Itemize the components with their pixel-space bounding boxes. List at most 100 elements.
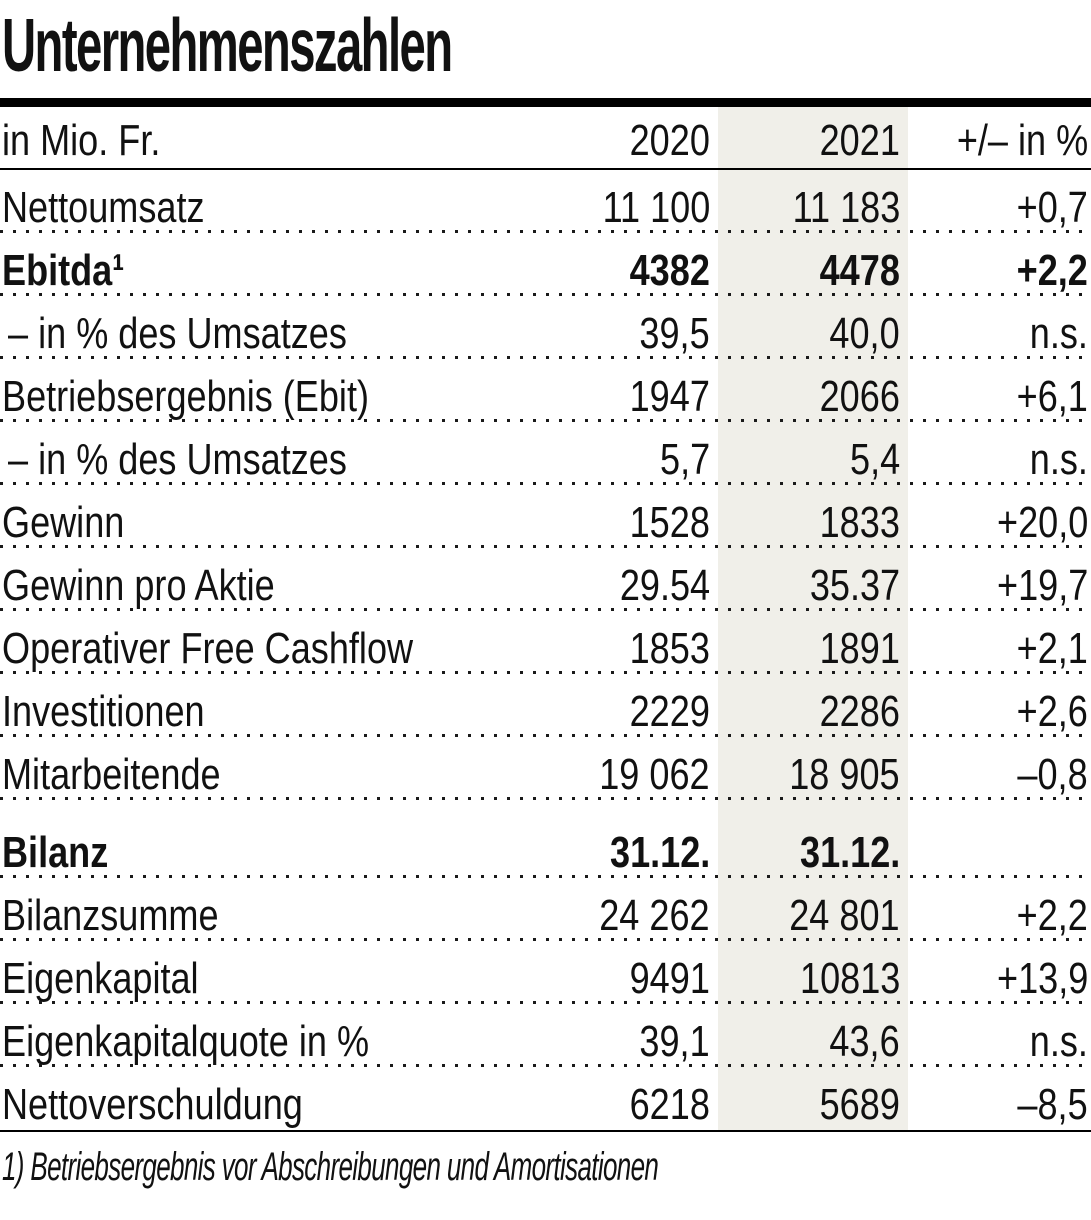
row-label-cell: Eigenkapital — [2, 955, 520, 1002]
value-change: +2,2 — [1016, 890, 1088, 940]
table-row: Operativer Free Cashflow 1853 1891 +2,1 — [0, 611, 1091, 674]
cell-2021: 24 801 — [710, 890, 900, 940]
row-label-cell: Operativer Free Cashflow — [2, 623, 520, 673]
cell-2020: 2229 — [520, 686, 710, 736]
cell-change: –8,5 — [900, 1081, 1088, 1128]
value-2020: 2229 — [629, 686, 710, 736]
row-label: – in % des Umsatzes — [8, 308, 347, 358]
top-rule — [0, 98, 1091, 107]
value-2021: 31.12. — [799, 827, 900, 877]
table-row: Eigenkapitalquote in % 39,1 43,6 n.s. — [0, 1004, 1091, 1067]
row-label: Mitarbeitende — [2, 749, 221, 799]
cell-change: +13,9 — [900, 955, 1088, 1002]
value-change: +0,7 — [1016, 182, 1088, 232]
cell-2021: 31.12. — [710, 827, 900, 877]
column-header-change: +/– in % — [900, 115, 1088, 165]
cell-change: n.s. — [900, 434, 1088, 484]
row-label-cell: Nettoumsatz — [2, 182, 520, 232]
cell-2021: 40,0 — [710, 308, 900, 358]
cell-2020: 24 262 — [520, 890, 710, 940]
cell-change: –0,8 — [900, 749, 1088, 799]
value-2020: 9491 — [629, 953, 710, 1003]
row-label-cell: Ebitda¹ — [2, 245, 520, 295]
table-row: Gewinn pro Aktie 29.54 35.37 +19,7 — [0, 548, 1091, 611]
cell-change: n.s. — [900, 1018, 1088, 1065]
row-label: Nettoumsatz — [2, 182, 205, 232]
cell-2021: 5,4 — [710, 436, 900, 483]
value-2021: 24 801 — [789, 890, 900, 940]
row-label: Ebitda¹ — [2, 245, 125, 295]
highlight-band-2021 — [718, 107, 908, 1130]
table-row: Ebitda¹ 4382 4478 +2,2 — [0, 233, 1091, 296]
cell-2020: 1528 — [520, 497, 710, 547]
value-2021: 4478 — [819, 245, 900, 295]
value-change: +19,7 — [996, 560, 1088, 610]
cell-change: +19,7 — [900, 560, 1088, 610]
row-label-cell: – in % des Umsatzes — [2, 308, 520, 358]
table-row: Eigenkapital 9491 10813 +13,9 — [0, 941, 1091, 1004]
table-row: Bilanzsumme 24 262 24 801 +2,2 — [0, 878, 1091, 941]
value-2020: 1528 — [629, 497, 710, 547]
cell-2020: 11 100 — [520, 182, 710, 232]
value-2020: 5,7 — [659, 434, 710, 484]
value-2020: 1947 — [629, 371, 710, 421]
value-change: n.s. — [1029, 308, 1088, 358]
value-2021: 2286 — [819, 686, 900, 736]
cell-2021: 1833 — [710, 497, 900, 547]
table-header-row: in Mio. Fr. 2020 2021 +/– in % — [0, 107, 1091, 170]
cell-2021: 18 905 — [710, 749, 900, 799]
value-2021: 18 905 — [789, 749, 900, 799]
value-2021: 40,0 — [829, 308, 900, 358]
cell-change: +20,0 — [900, 497, 1088, 547]
value-2021: 2066 — [819, 371, 900, 421]
cell-2021: 5689 — [710, 1081, 900, 1128]
cell-change: +2,1 — [900, 625, 1088, 672]
cell-2021: 1891 — [710, 623, 900, 673]
value-2020: 19 062 — [599, 749, 710, 799]
value-2020: 6218 — [629, 1079, 710, 1129]
row-label: Operativer Free Cashflow — [2, 623, 414, 673]
value-change: n.s. — [1029, 434, 1088, 484]
row-label: Bilanzsumme — [2, 890, 219, 940]
cell-2021: 35.37 — [710, 562, 900, 609]
row-label-cell: Gewinn — [2, 499, 520, 546]
cell-2020: 29.54 — [520, 562, 710, 609]
cell-2020: 39,1 — [520, 1018, 710, 1065]
cell-2021: 4478 — [710, 245, 900, 295]
value-2020: 24 262 — [599, 890, 710, 940]
cell-2020: 4382 — [520, 245, 710, 295]
row-label: Eigenkapitalquote in % — [2, 1016, 370, 1066]
cell-2021: 2066 — [710, 371, 900, 421]
value-2021: 43,6 — [829, 1016, 900, 1066]
column-header-2020: 2020 — [520, 115, 710, 165]
unit-label: in Mio. Fr. — [2, 115, 161, 165]
cell-change: +2,2 — [900, 890, 1088, 940]
value-2020: 4382 — [629, 245, 710, 295]
value-change: –0,8 — [1017, 749, 1088, 799]
value-2021: 1891 — [819, 623, 900, 673]
row-label-cell: Investitionen — [2, 688, 520, 735]
cell-change: n.s. — [900, 308, 1088, 358]
table-row: Betriebsergebnis (Ebit) 1947 2066 +6,1 — [0, 359, 1091, 422]
row-label-cell: Betriebsergebnis (Ebit) — [2, 373, 520, 420]
row-label-cell: Mitarbeitende — [2, 749, 520, 799]
column-header-2021: 2021 — [710, 117, 900, 164]
value-2021: 11 183 — [792, 182, 900, 232]
value-change: +20,0 — [996, 497, 1088, 547]
table-row: Investitionen 2229 2286 +2,6 — [0, 674, 1091, 737]
table-row: Nettoverschuldung 6218 5689 –8,5 — [0, 1067, 1091, 1130]
footnote: 1) Betriebsergebnis vor Abschreibungen u… — [2, 1145, 659, 1189]
column-header-change-label: +/– in % — [956, 115, 1088, 165]
cell-2020: 9491 — [520, 953, 710, 1003]
value-2020: 11 100 — [602, 182, 710, 232]
cell-2020: 1947 — [520, 371, 710, 421]
cell-2020: 31.12. — [520, 829, 710, 876]
table-row: Gewinn 1528 1833 +20,0 — [0, 485, 1091, 548]
cell-2020: 39,5 — [520, 310, 710, 357]
value-2021: 1833 — [819, 497, 900, 547]
column-header-2020-label: 2020 — [629, 115, 710, 165]
row-label: – in % des Umsatzes — [8, 434, 347, 484]
cell-2020: 6218 — [520, 1079, 710, 1129]
value-change: +2,6 — [1016, 686, 1088, 736]
